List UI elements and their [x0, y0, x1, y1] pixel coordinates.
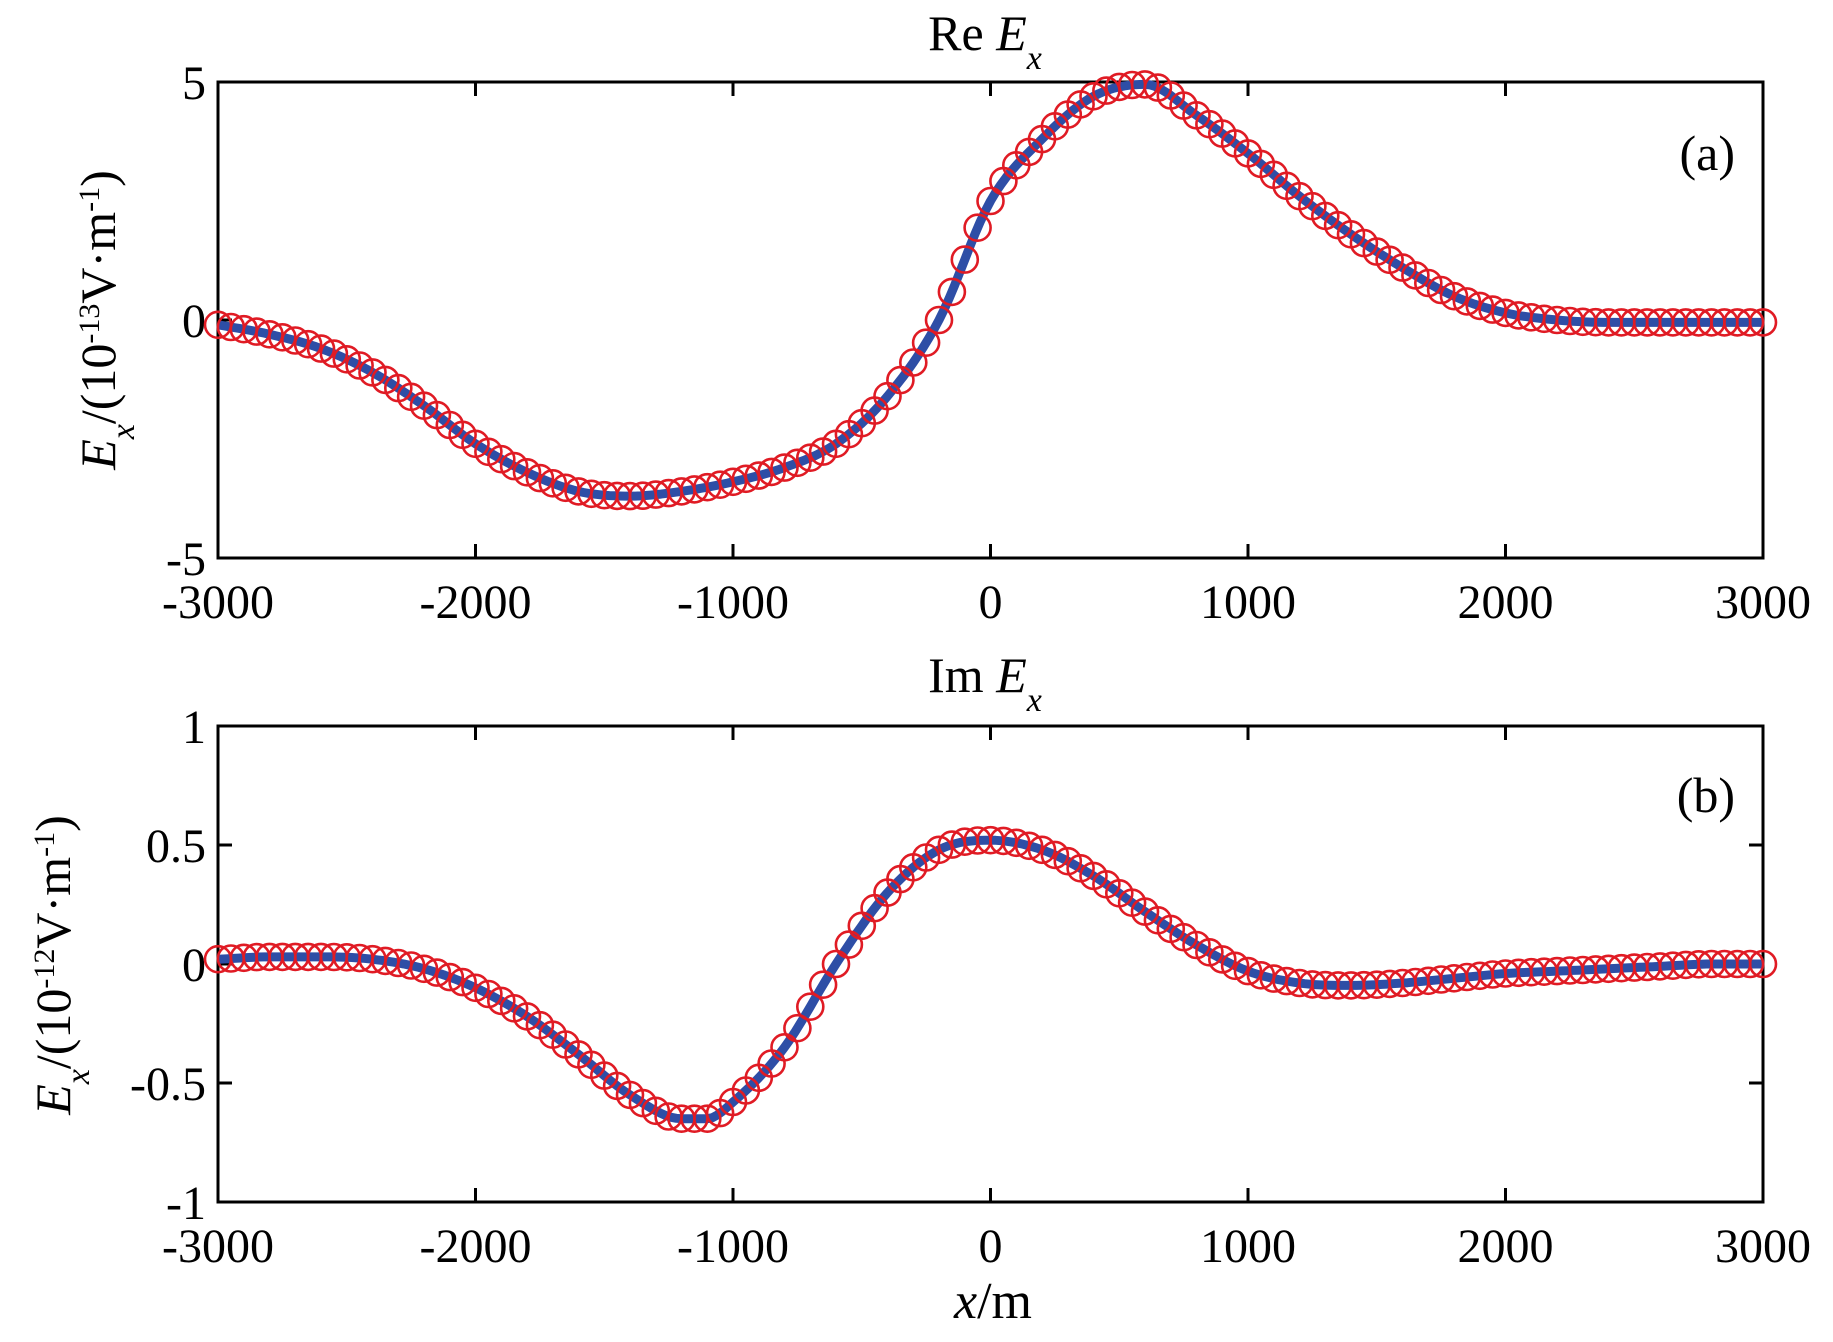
- panel-a-y-axis-label: Ex/(10-13V·m-1): [70, 170, 142, 471]
- panel-a-marker-point: [770, 453, 799, 482]
- panel-a-series-markers: [203, 70, 1778, 511]
- panel-a-marker-point: [306, 334, 336, 363]
- panel-a-marker-point: [731, 464, 761, 494]
- panel-a-marker-point: [898, 348, 928, 377]
- panel-a-marker-point: [268, 322, 297, 352]
- panel-b-x-tick-label: -1000: [677, 1220, 789, 1273]
- panel-b-plot-area: -3000 -2000 -1000 0 1000 2000 3000 -1 -0.5 0 0.5 1: [130, 701, 1811, 1273]
- panel-a-marker-point: [963, 213, 992, 242]
- panel-b-marker-point: [795, 992, 825, 1022]
- panel-b-x-tick-label: 0: [979, 1220, 1003, 1273]
- panel-a-plot-area: -3000 -2000 -1000 0 1000 2000 3000 -5 0 5: [162, 57, 1811, 629]
- panel-b-marker-point: [396, 951, 426, 980]
- panel-a-y-tick-label: -5: [166, 533, 206, 586]
- panel-a-marker-point: [1465, 291, 1495, 321]
- panel-b-y-tick-label: -1: [166, 1177, 206, 1230]
- panel-a-title-prefix: Re: [928, 5, 996, 61]
- panel-a-x-tick-label: 1000: [1200, 576, 1296, 629]
- panel-b-y-tick-label: 0.5: [146, 820, 206, 873]
- panel-a-x-tick-label: 0: [979, 576, 1003, 629]
- panel-b-marker-point: [641, 1096, 671, 1126]
- panel-b-marker-point: [821, 949, 851, 979]
- panel-a-x-tick-label: -1000: [677, 576, 789, 629]
- panel-b-x-tick-label: -3000: [162, 1220, 274, 1273]
- panel-a-x-tick-label: -3000: [162, 576, 274, 629]
- panel-a-marker-point: [1079, 82, 1108, 111]
- panel-a-marker-point: [499, 451, 529, 481]
- panel-a-marker-point: [795, 443, 825, 473]
- panel-b-x-tick-label: 1000: [1200, 1220, 1296, 1273]
- panel-a-y-tick-label: 5: [182, 57, 206, 110]
- panel-b-marker-point: [1014, 831, 1044, 861]
- panel-b-marker-point: [448, 967, 477, 997]
- panel-a-marker-point: [512, 457, 542, 487]
- panel-a-marker-point: [332, 344, 362, 374]
- panel-b-marker-point: [783, 1013, 812, 1043]
- panel-b-title: Im Ex: [928, 647, 1042, 719]
- panel-a-marker-point: [1735, 308, 1765, 337]
- panel-b-marker-point: [692, 1104, 722, 1133]
- panel-b-series-markers: [203, 825, 1778, 1133]
- panel-b-marker-point: [1027, 835, 1057, 865]
- panel-b-marker-point: [924, 835, 954, 865]
- panel-b-y-tick-label: 1: [182, 701, 206, 754]
- panel-b-marker-point: [1233, 956, 1263, 986]
- panel-b-y-axis-label: Ex/(10-12V·m-1): [25, 815, 97, 1116]
- panel-b-x-tick-label: -2000: [420, 1220, 532, 1273]
- panel-b-marker-point: [422, 958, 452, 987]
- panel-a-marker-point: [744, 461, 774, 490]
- panel-a-x-tick-label: -2000: [420, 576, 532, 629]
- panel-a-marker-point: [783, 448, 812, 478]
- panel-b: Im Ex -3000 -2000 -1000 0 1000 2000 3000 -1 -0.5…: [25, 647, 1811, 1330]
- panel-b-y-tick-label: 0: [182, 939, 206, 992]
- panel-b-marker-point: [435, 962, 465, 992]
- panel-a-marker-point: [319, 339, 349, 368]
- panel-b-marker-point: [1001, 828, 1031, 858]
- panel-a-label: (a): [1680, 125, 1736, 181]
- panel-a-marker-point: [976, 186, 1005, 216]
- panel-a-marker-point: [293, 329, 323, 359]
- panel-a-marker-point: [1452, 287, 1482, 316]
- panel-a-marker-point: [950, 245, 980, 274]
- panel-a-marker-point: [911, 328, 941, 358]
- panel-a-title-italic: E: [995, 5, 1027, 61]
- panel-a-x-tick-label: 3000: [1715, 576, 1811, 629]
- panel-b-x-axis-label: x/m: [953, 1273, 1032, 1330]
- panel-a-marker-point: [1439, 281, 1469, 311]
- panel-a-marker-point: [1130, 70, 1160, 99]
- panel-a-title: Re Ex: [928, 5, 1042, 77]
- panel-b-title-italic: E: [995, 647, 1027, 703]
- panel-b-marker-point: [1208, 945, 1237, 974]
- panel-b-marker-point: [1735, 949, 1765, 979]
- panel-a-marker-point: [1748, 308, 1778, 337]
- panel-a-marker-point: [1426, 275, 1456, 305]
- panel-a-marker-point: [525, 463, 555, 493]
- panel-a-title-sub: x: [1026, 40, 1042, 77]
- panel-b-marker-point: [461, 973, 490, 1003]
- panel-a: Re Ex -3000 -2000 -1000 0 1000 2000 3000 -5 0 5 (…: [70, 5, 1811, 629]
- panel-b-marker-point: [409, 954, 439, 984]
- panel-a-x-tick-label: 2000: [1458, 576, 1554, 629]
- panel-a-marker-point: [538, 468, 568, 498]
- panel-b-marker-point: [1748, 949, 1778, 979]
- panel-b-marker-point: [1220, 951, 1250, 981]
- panel-b-title-prefix: Im: [928, 647, 996, 703]
- panel-a-marker-point: [937, 277, 967, 307]
- panel-a-y-tick-label: 0: [182, 295, 206, 348]
- panel-a-marker-point: [757, 457, 786, 487]
- panel-b-marker-point: [1040, 840, 1070, 870]
- panel-b-label: (b): [1677, 767, 1735, 823]
- panel-b-x-tick-label: 3000: [1715, 1220, 1811, 1273]
- panel-a-marker-point: [924, 305, 954, 335]
- panel-b-y-tick-label: -0.5: [130, 1058, 206, 1111]
- panel-b-x-tick-label: 2000: [1458, 1220, 1554, 1273]
- panel-a-marker-point: [280, 326, 310, 355]
- panel-b-marker-point: [808, 970, 838, 1000]
- panel-b-title-sub: x: [1026, 682, 1042, 719]
